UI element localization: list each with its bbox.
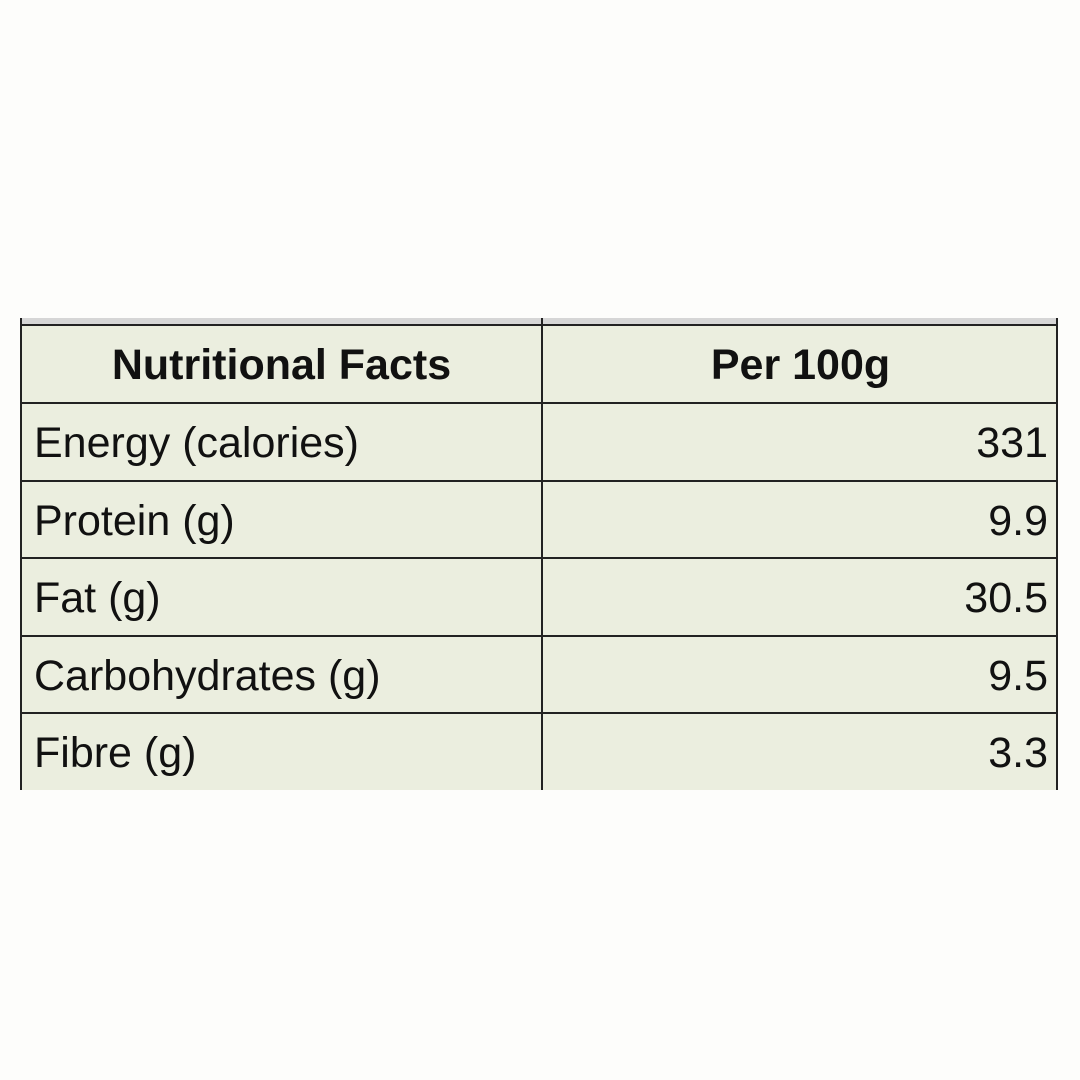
label-cell: Fibre (g): [34, 729, 197, 778]
value-cell: 331: [976, 419, 1048, 467]
header-cell: Per 100g: [710, 341, 891, 389]
label-cell: Fat (g): [34, 574, 161, 623]
table-row: Fibre (g) 3.3: [22, 712, 1056, 790]
table-row: Energy (calories) 331: [22, 402, 1056, 480]
value-cell: 3.3: [988, 729, 1048, 778]
table-row: Fat (g) 30.5: [22, 557, 1056, 635]
label-cell: Energy (calories): [34, 419, 359, 467]
nutrition-table: Nutritional Facts Per 100g Energy (calor…: [20, 318, 1058, 790]
column-divider: [541, 318, 543, 790]
header-row: Nutritional Facts Per 100g: [22, 324, 1056, 402]
label-cell: Carbohydrates (g): [34, 651, 381, 700]
table-row: Protein (g) 9.9: [22, 479, 1056, 558]
value-cell: 9.5: [988, 651, 1048, 700]
label-cell: Protein (g): [34, 496, 235, 545]
top-border: [22, 318, 1056, 324]
header-cell: Nutritional Facts: [111, 341, 452, 389]
table-row: Carbohydrates (g) 9.5: [22, 634, 1056, 713]
value-cell: 30.5: [964, 574, 1048, 623]
value-cell: 9.9: [988, 496, 1048, 545]
